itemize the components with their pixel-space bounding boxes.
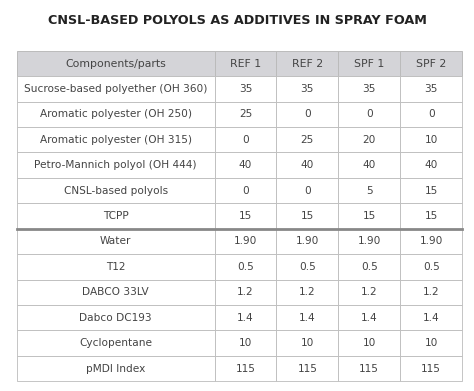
Text: TCPP: TCPP xyxy=(103,211,128,221)
Text: Aromatic polyester (OH 250): Aromatic polyester (OH 250) xyxy=(40,109,191,119)
Text: 15: 15 xyxy=(301,211,314,221)
Text: pMDI Index: pMDI Index xyxy=(86,364,146,373)
Text: 0: 0 xyxy=(366,109,373,119)
Text: Water: Water xyxy=(100,237,131,246)
Text: SPF 2: SPF 2 xyxy=(416,59,447,68)
Text: 115: 115 xyxy=(421,364,441,373)
Text: Components/parts: Components/parts xyxy=(65,59,166,68)
Text: 1.4: 1.4 xyxy=(299,313,316,323)
Text: 0: 0 xyxy=(428,109,435,119)
Text: 1.2: 1.2 xyxy=(299,287,316,297)
Text: 1.2: 1.2 xyxy=(361,287,378,297)
Text: 0.5: 0.5 xyxy=(423,262,439,272)
Text: 0.5: 0.5 xyxy=(361,262,378,272)
Text: CNSL-BASED POLYOLS AS ADDITIVES IN SPRAY FOAM: CNSL-BASED POLYOLS AS ADDITIVES IN SPRAY… xyxy=(47,14,427,27)
Text: 35: 35 xyxy=(239,84,252,94)
Text: 25: 25 xyxy=(301,135,314,145)
Text: 35: 35 xyxy=(425,84,438,94)
Text: 1.90: 1.90 xyxy=(419,237,443,246)
Text: 1.4: 1.4 xyxy=(237,313,254,323)
Text: 1.2: 1.2 xyxy=(237,287,254,297)
Text: 0: 0 xyxy=(304,186,310,196)
Text: CNSL-based polyols: CNSL-based polyols xyxy=(64,186,168,196)
Text: SPF 1: SPF 1 xyxy=(354,59,384,68)
Text: 15: 15 xyxy=(425,211,438,221)
Text: 115: 115 xyxy=(297,364,317,373)
Text: 115: 115 xyxy=(236,364,255,373)
Text: 10: 10 xyxy=(363,338,376,348)
Text: 0: 0 xyxy=(242,186,249,196)
Text: 10: 10 xyxy=(425,135,438,145)
Text: 1.4: 1.4 xyxy=(361,313,378,323)
Text: 10: 10 xyxy=(239,338,252,348)
Text: 20: 20 xyxy=(363,135,376,145)
Text: Petro-Mannich polyol (OH 444): Petro-Mannich polyol (OH 444) xyxy=(35,160,197,170)
Text: 35: 35 xyxy=(363,84,376,94)
Text: 40: 40 xyxy=(363,160,376,170)
Text: 15: 15 xyxy=(239,211,252,221)
Text: 10: 10 xyxy=(425,338,438,348)
Text: 1.90: 1.90 xyxy=(234,237,257,246)
Text: 5: 5 xyxy=(366,186,373,196)
Text: 10: 10 xyxy=(301,338,314,348)
Text: T12: T12 xyxy=(106,262,126,272)
Text: 1.90: 1.90 xyxy=(296,237,319,246)
Text: 1.90: 1.90 xyxy=(357,237,381,246)
Text: 40: 40 xyxy=(425,160,438,170)
Text: 15: 15 xyxy=(363,211,376,221)
Text: 115: 115 xyxy=(359,364,379,373)
Text: Aromatic polyester (OH 315): Aromatic polyester (OH 315) xyxy=(40,135,191,145)
Text: DABCO 33LV: DABCO 33LV xyxy=(82,287,149,297)
Text: Cyclopentane: Cyclopentane xyxy=(79,338,152,348)
Text: 1.2: 1.2 xyxy=(423,287,439,297)
Text: 0.5: 0.5 xyxy=(299,262,316,272)
Text: 40: 40 xyxy=(239,160,252,170)
Text: 40: 40 xyxy=(301,160,314,170)
Text: Sucrose-based polyether (OH 360): Sucrose-based polyether (OH 360) xyxy=(24,84,208,94)
Text: 1.4: 1.4 xyxy=(423,313,439,323)
Text: Dabco DC193: Dabco DC193 xyxy=(80,313,152,323)
Text: 15: 15 xyxy=(425,186,438,196)
Text: 0.5: 0.5 xyxy=(237,262,254,272)
Text: REF 1: REF 1 xyxy=(230,59,261,68)
Text: 35: 35 xyxy=(301,84,314,94)
Text: REF 2: REF 2 xyxy=(292,59,323,68)
Text: 25: 25 xyxy=(239,109,252,119)
Text: 0: 0 xyxy=(242,135,249,145)
Text: 0: 0 xyxy=(304,109,310,119)
